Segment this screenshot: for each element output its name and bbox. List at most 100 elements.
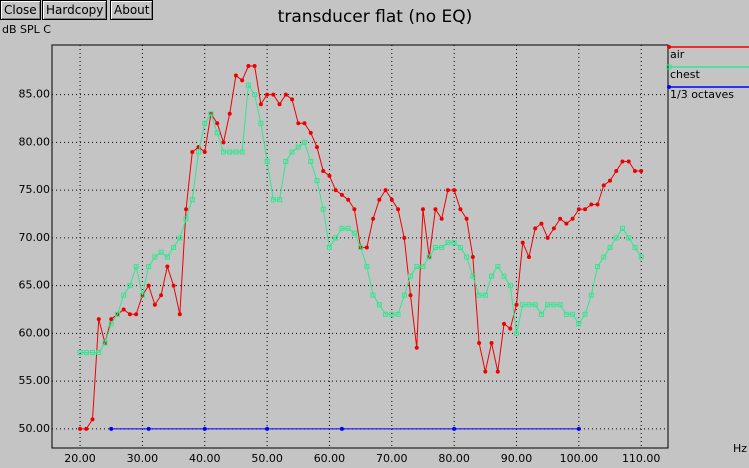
point-marker	[90, 417, 95, 422]
point-marker	[526, 255, 531, 260]
point-marker	[290, 97, 295, 102]
point-marker	[289, 149, 295, 155]
legend-label: 1/3 octaves	[670, 88, 734, 101]
point-marker	[346, 197, 351, 202]
point-marker	[184, 207, 189, 212]
x-tick-label: 20.00	[64, 452, 96, 465]
point-marker	[277, 102, 282, 107]
point-marker	[557, 302, 563, 308]
point-marker	[352, 207, 357, 212]
y-tick-label: 50.00	[19, 422, 51, 435]
x-tick-label: 60.00	[314, 452, 346, 465]
point-marker	[152, 302, 157, 307]
about-button[interactable]: About	[110, 0, 154, 20]
point-marker	[90, 350, 96, 356]
point-marker	[576, 426, 581, 431]
point-marker	[570, 216, 575, 221]
point-marker	[508, 326, 513, 331]
point-marker	[283, 159, 289, 165]
point-marker	[408, 293, 413, 298]
point-marker	[271, 92, 276, 97]
point-marker	[108, 321, 114, 327]
point-marker	[638, 254, 644, 260]
point-marker	[221, 140, 226, 145]
point-marker	[83, 350, 89, 356]
point-marker	[121, 292, 127, 298]
point-marker	[457, 244, 463, 250]
point-marker	[470, 273, 476, 279]
point-marker	[620, 159, 625, 164]
point-marker	[314, 145, 319, 150]
point-marker	[270, 197, 276, 203]
point-marker	[258, 102, 263, 107]
point-marker	[109, 426, 114, 431]
point-marker	[146, 426, 151, 431]
point-marker	[189, 197, 195, 203]
point-marker	[632, 169, 637, 174]
point-marker	[208, 111, 214, 117]
point-marker	[358, 244, 364, 250]
point-marker	[452, 426, 457, 431]
point-marker	[551, 226, 556, 231]
point-marker	[432, 244, 438, 250]
point-marker	[470, 255, 475, 260]
y-tick-label: 85.00	[19, 88, 51, 101]
point-marker	[570, 311, 576, 317]
point-marker	[595, 264, 601, 270]
point-marker	[220, 149, 226, 155]
point-marker	[482, 292, 488, 298]
point-marker	[402, 235, 407, 240]
point-marker	[476, 292, 482, 298]
point-marker	[84, 426, 89, 431]
hardcopy-button[interactable]: Hardcopy	[42, 0, 108, 20]
point-marker	[619, 225, 625, 231]
point-marker	[164, 254, 170, 260]
point-marker	[177, 312, 182, 317]
point-marker	[632, 244, 638, 250]
point-marker	[258, 120, 264, 126]
point-marker	[613, 235, 619, 241]
point-marker	[489, 340, 494, 345]
x-tick-label: 30.00	[127, 452, 159, 465]
plot-frame	[51, 44, 669, 449]
point-marker	[608, 178, 613, 183]
point-marker	[139, 292, 145, 298]
close-button[interactable]: Close	[0, 0, 41, 20]
point-marker	[264, 159, 270, 165]
point-marker	[214, 130, 220, 136]
point-marker	[239, 149, 245, 155]
y-axis-label: dB SPL C	[2, 23, 51, 36]
point-marker	[495, 369, 500, 374]
point-marker	[601, 254, 607, 260]
point-marker	[245, 82, 251, 88]
point-marker	[563, 311, 569, 317]
point-marker	[345, 225, 351, 231]
point-marker	[464, 254, 470, 260]
point-marker	[158, 249, 164, 255]
point-marker	[420, 264, 426, 270]
point-marker	[308, 159, 314, 165]
point-marker	[595, 202, 600, 207]
point-marker	[389, 197, 394, 202]
point-marker	[376, 302, 382, 308]
point-marker	[152, 254, 158, 260]
point-marker	[78, 426, 83, 431]
point-marker	[545, 235, 550, 240]
point-marker	[321, 169, 326, 174]
point-marker	[296, 121, 301, 126]
legend-marker	[667, 85, 671, 89]
legend-marker	[667, 45, 671, 49]
point-marker	[582, 311, 588, 317]
point-marker	[589, 202, 594, 207]
point-marker	[464, 216, 469, 221]
point-marker	[614, 169, 619, 174]
point-marker	[265, 92, 270, 97]
legend-label: chest	[670, 68, 701, 81]
point-marker	[639, 169, 644, 174]
point-marker	[439, 216, 444, 221]
point-marker	[159, 293, 164, 298]
point-marker	[314, 178, 320, 184]
point-marker	[308, 130, 313, 135]
point-marker	[439, 244, 445, 250]
x-tick-label: 90.00	[501, 452, 533, 465]
